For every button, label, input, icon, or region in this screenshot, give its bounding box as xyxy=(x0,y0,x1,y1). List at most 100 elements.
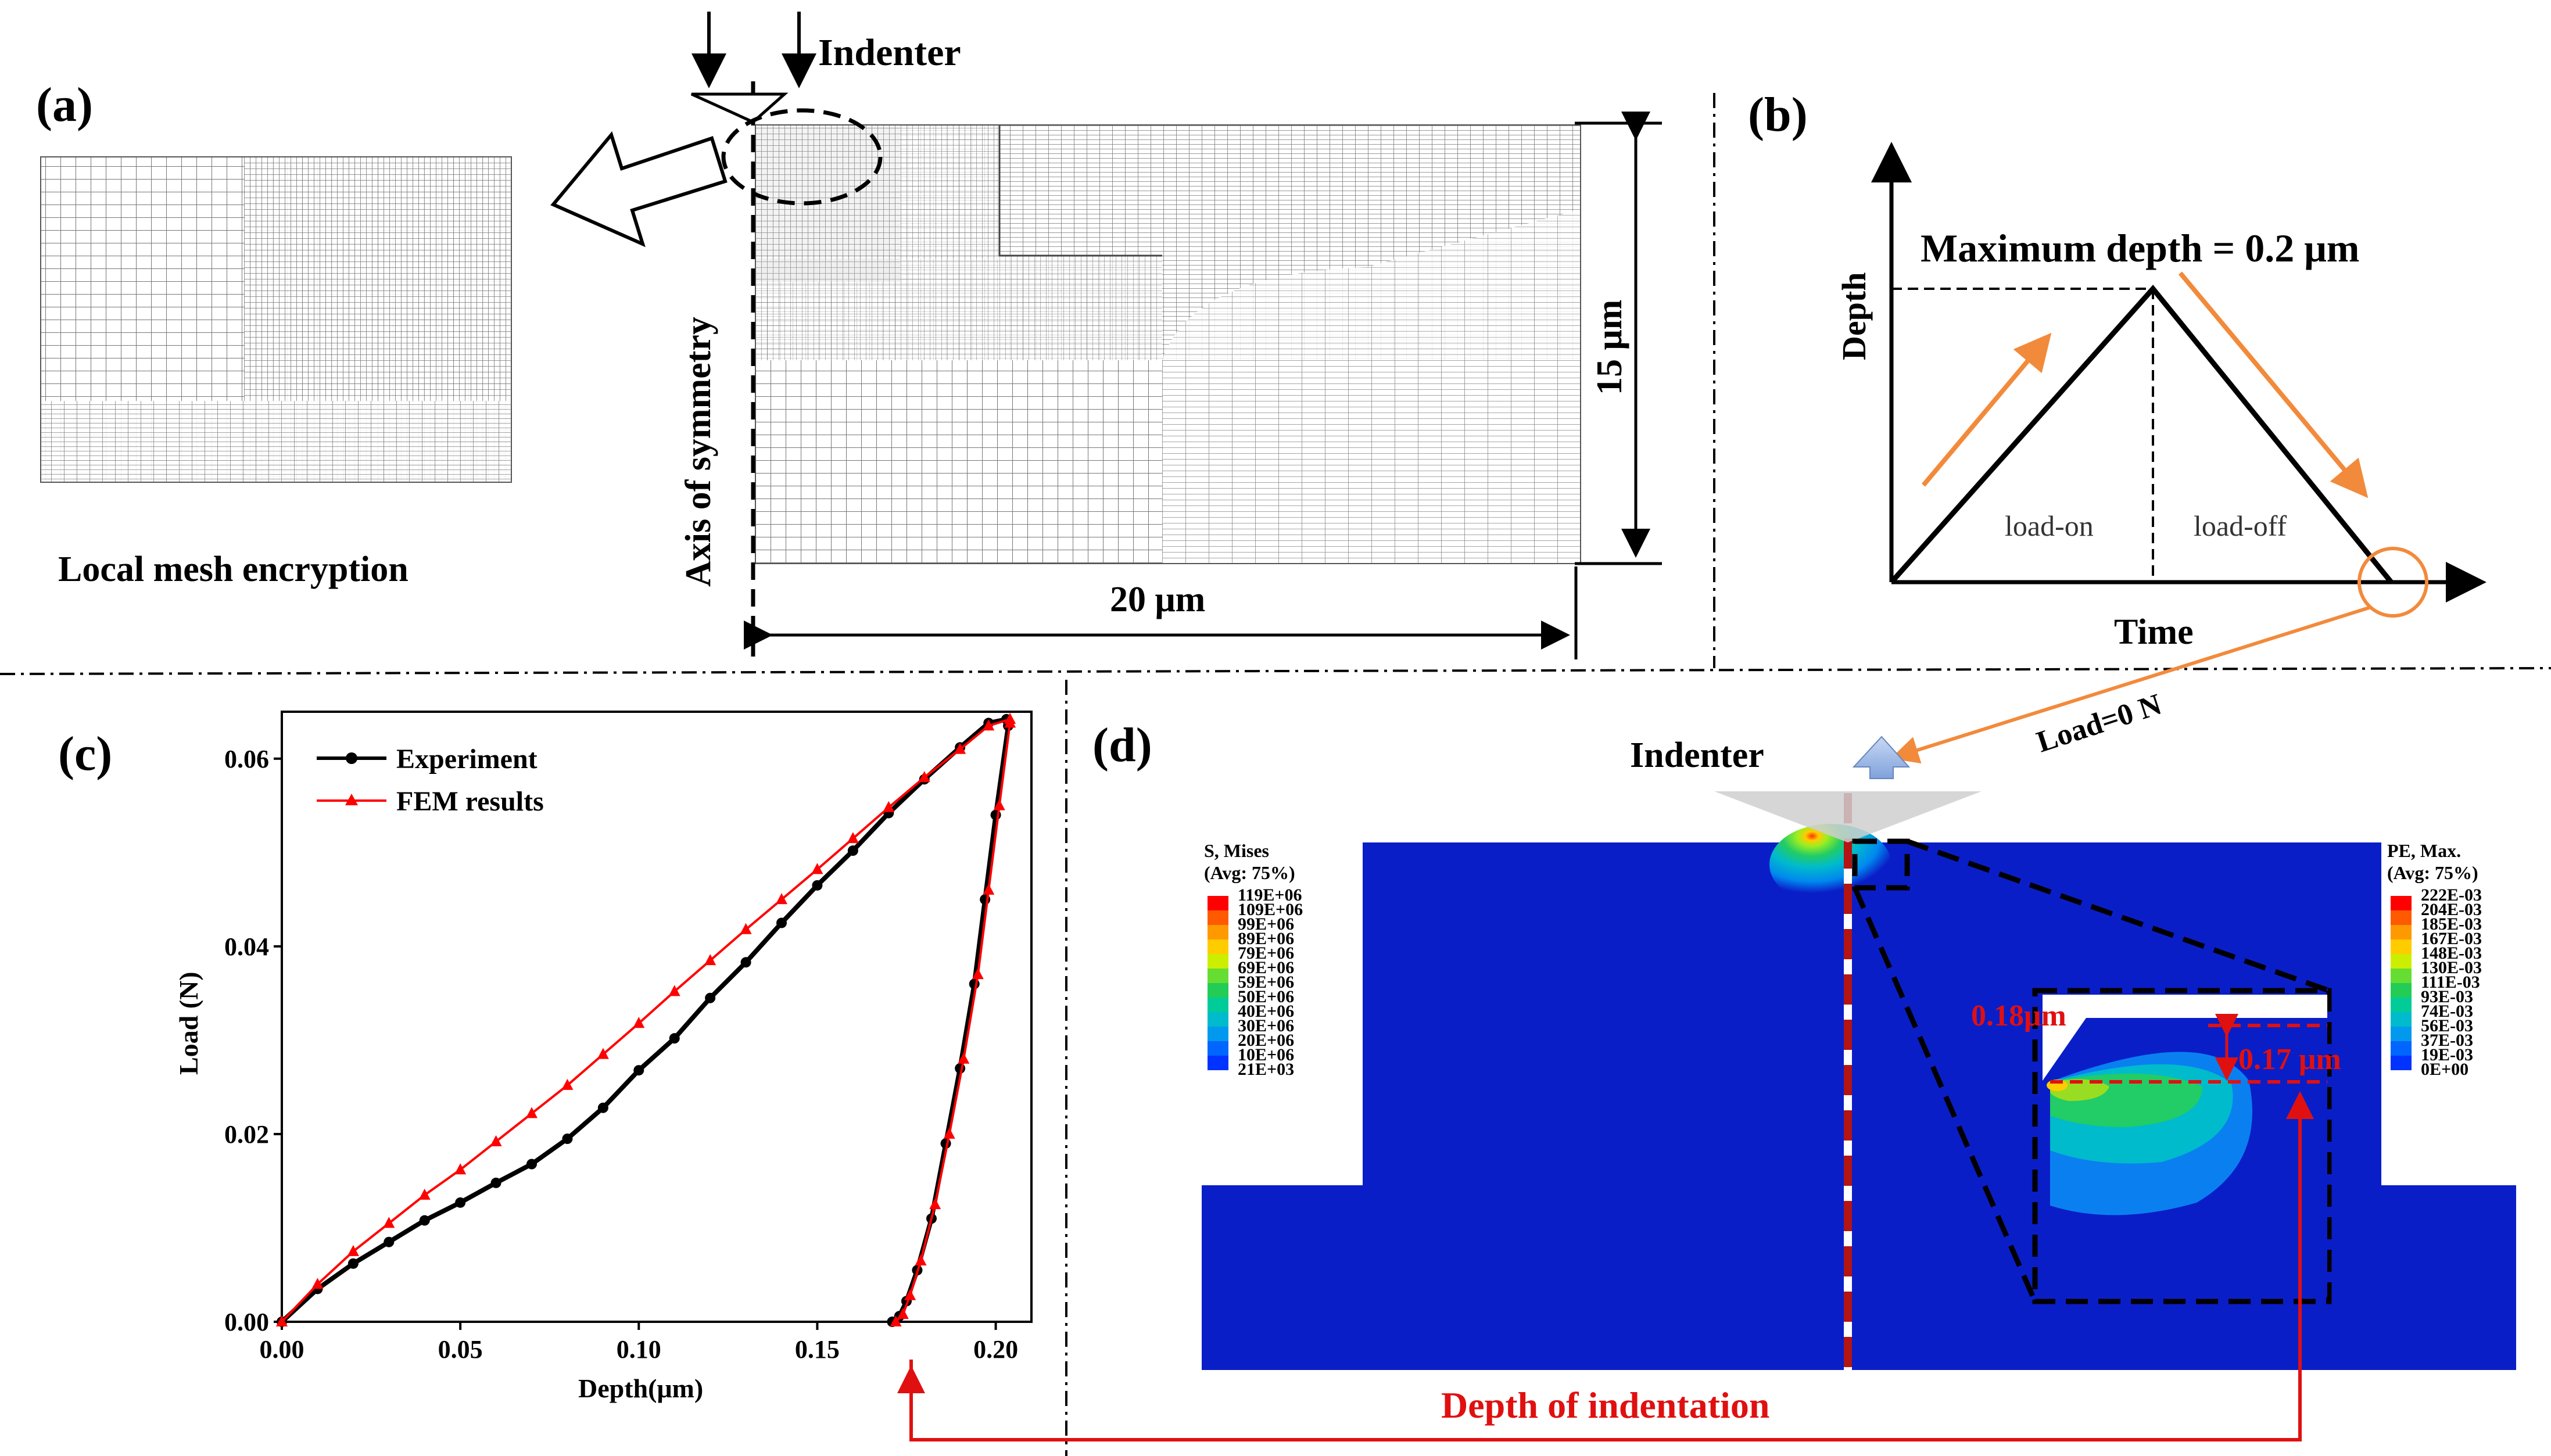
legend-value: 50E+06 xyxy=(1238,987,1294,1006)
legend-swatch xyxy=(1208,983,1228,998)
experiment-point xyxy=(633,1065,644,1076)
legend-swatch xyxy=(2391,954,2412,969)
dimension-height xyxy=(1575,112,1662,565)
legend-value: 40E+06 xyxy=(1238,1002,1294,1021)
legend-swatch xyxy=(2391,998,2412,1012)
load-zero-circle xyxy=(2357,547,2428,618)
legend-experiment: Experiment xyxy=(396,744,538,774)
fem-point xyxy=(929,1198,941,1210)
legend-swatch xyxy=(2391,1012,2412,1027)
panel-a: (a) Local mesh encryption Axis of symmet… xyxy=(36,12,1662,659)
load-zero-pointer xyxy=(1890,605,2371,764)
indenter-up-arrow-icon xyxy=(1852,736,1911,779)
c-xlabel: Depth(μm) xyxy=(578,1373,703,1403)
depth-018-label: 0.18μm xyxy=(1971,999,2066,1032)
legend-value: 0E+00 xyxy=(2421,1060,2468,1079)
fem-point xyxy=(668,985,680,996)
height-label: 15 μm xyxy=(1590,300,1629,395)
fem-point xyxy=(454,1163,467,1175)
legend-value: 93E-03 xyxy=(2421,987,2473,1006)
legend-swatch xyxy=(2391,969,2412,983)
legend-swatch xyxy=(2391,896,2412,910)
b-xlabel: Time xyxy=(2114,612,2194,652)
fem-point xyxy=(311,1278,324,1289)
fem-point xyxy=(418,1188,431,1200)
load-zero-label: Load=0 N xyxy=(2033,688,2166,759)
legend-value: 109E+06 xyxy=(1238,900,1303,919)
mises-legend: S, Mises(Avg: 75%)119E+06109E+0699E+0689… xyxy=(1204,840,1303,1079)
legend-value: 89E+06 xyxy=(1238,929,1294,948)
fem-point xyxy=(704,954,716,966)
fem-point xyxy=(883,801,895,812)
legend-value: 222E-03 xyxy=(2421,885,2482,905)
fem-point xyxy=(633,1017,645,1028)
fem-point xyxy=(943,1127,955,1139)
legend-title: S, Mises xyxy=(1204,840,1269,861)
local-mesh-view xyxy=(40,156,512,483)
depth-017-label: 0.17 μm xyxy=(2238,1043,2341,1076)
legend-swatch xyxy=(1208,998,1228,1012)
y-tick-label: 0.06 xyxy=(224,745,269,773)
legend-value: 10E+06 xyxy=(1238,1045,1294,1064)
experiment-point xyxy=(705,992,716,1003)
fem-point xyxy=(740,923,752,934)
legend-swatch xyxy=(2391,1041,2412,1056)
legend-value: 37E-03 xyxy=(2421,1031,2473,1050)
experiment-point xyxy=(455,1197,466,1208)
legend-swatch xyxy=(1208,910,1228,925)
fem-point xyxy=(954,743,966,754)
legend-swatch xyxy=(1208,954,1228,969)
panel-c: (c) 0.00 0.05 0.10 0.15 0.20 0.00 0.02 0.04 0.06… xyxy=(58,711,1033,1403)
experiment-point xyxy=(490,1177,501,1188)
fem-point xyxy=(915,1254,927,1265)
experiment-point xyxy=(347,1258,359,1269)
hollow-arrow-icon xyxy=(550,131,728,248)
legend-swatch xyxy=(2391,983,2412,998)
series-line-fem xyxy=(281,718,1012,1323)
x-tick-label: 0.20 xyxy=(973,1335,1018,1364)
legend-swatch xyxy=(2391,1027,2412,1041)
panel-d: (d) Indenter xyxy=(897,718,2521,1441)
fem-point xyxy=(811,863,823,874)
legend-value: 130E-03 xyxy=(2421,958,2482,977)
panel-b: (b) Maximum depth = 0.2 μm Depth Time lo… xyxy=(1748,88,2486,764)
indenter-cone xyxy=(1714,791,1982,842)
load-depth-chart: 0.00 0.05 0.10 0.15 0.20 0.00 0.02 0.04 0.06 xyxy=(224,711,1033,1364)
legend-swatch xyxy=(1208,969,1228,983)
fem-point xyxy=(958,1052,970,1064)
fem-point xyxy=(918,771,930,783)
experiment-point xyxy=(384,1236,395,1247)
fem-point xyxy=(904,1289,916,1300)
series-line-experiment xyxy=(280,716,1011,1324)
experiment-point xyxy=(597,1102,608,1113)
legend-swatch xyxy=(1208,925,1228,939)
indenter-a-icon xyxy=(690,12,816,124)
legend-value: 56E-03 xyxy=(2421,1016,2473,1035)
fem-point xyxy=(1004,716,1016,728)
panel-c-label: (c) xyxy=(58,727,112,781)
b-ylabel: Depth xyxy=(1835,272,1873,360)
legend-value: 30E+06 xyxy=(1238,1016,1294,1035)
y-tick-label: 0.02 xyxy=(224,1120,269,1149)
fem-point xyxy=(597,1048,609,1059)
legend-subtitle: (Avg: 75%) xyxy=(1204,862,1295,883)
load-off-label: load-off xyxy=(2194,510,2287,542)
x-tick-label: 0.10 xyxy=(617,1335,661,1364)
x-tick-label: 0.15 xyxy=(795,1335,840,1364)
load-on-arrow xyxy=(1921,332,2052,487)
max-depth-label: Maximum depth = 0.2 μm xyxy=(1921,226,2359,270)
legend-value: 74E-03 xyxy=(2421,1002,2473,1021)
depth-indentation-label: Depth of indentation xyxy=(1441,1385,1769,1426)
fem-point xyxy=(490,1135,502,1146)
legend-swatch xyxy=(1208,1056,1228,1070)
experiment-point xyxy=(776,917,787,928)
legend-value: 69E+06 xyxy=(1238,958,1294,977)
fem-point xyxy=(526,1107,538,1118)
legend-value: 119E+06 xyxy=(1238,885,1302,905)
zoom-inset xyxy=(2043,995,2327,1297)
fem-point xyxy=(897,1308,909,1319)
legend-value: 79E+06 xyxy=(1238,944,1294,963)
dimension-width xyxy=(744,566,1578,659)
fem-point xyxy=(847,832,859,844)
legend-value: 20E+06 xyxy=(1238,1031,1294,1050)
